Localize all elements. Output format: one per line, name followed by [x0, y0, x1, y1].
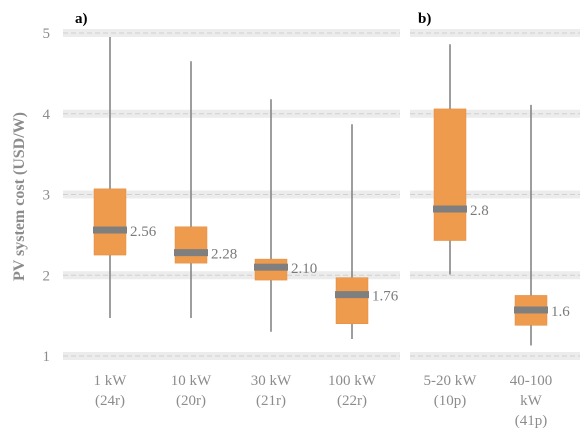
category-label: 10 kW — [171, 373, 212, 389]
category-label: (10p) — [434, 393, 467, 409]
category-label: (41p) — [515, 413, 548, 429]
panel-label-a: a) — [75, 11, 88, 27]
median-value-label: 2.10 — [291, 261, 317, 277]
median-value-label: 2.8 — [470, 203, 489, 219]
category-label: (22r) — [337, 393, 367, 409]
box-1-4 — [335, 277, 369, 324]
median-value-label: 1.76 — [372, 289, 399, 305]
y-tick-label: 2 — [43, 268, 51, 284]
box-1-1 — [93, 188, 127, 256]
median-1-2 — [174, 249, 208, 257]
y-axis-label: PV system cost (USD/W) — [11, 112, 28, 281]
median-1-1 — [93, 226, 127, 234]
y-tick-label: 1 — [43, 349, 51, 365]
median-2-1 — [433, 205, 467, 213]
category-label: kW — [520, 393, 543, 409]
panel-label-b: b) — [418, 11, 431, 27]
box-2-1 — [433, 108, 467, 241]
median-1-3 — [254, 263, 288, 271]
category-label: 40-100 — [510, 373, 553, 389]
median-2-2 — [514, 306, 548, 314]
category-label: 5-20 kW — [424, 373, 478, 389]
y-tick-label: 5 — [43, 26, 51, 42]
median-value-label: 2.56 — [130, 224, 157, 240]
y-tick-label: 4 — [43, 107, 51, 123]
box-1-2 — [174, 226, 208, 264]
median-1-4 — [335, 291, 369, 299]
median-value-label: 2.28 — [211, 247, 237, 263]
category-label: (24r) — [95, 393, 125, 409]
median-value-label: 1.6 — [551, 304, 570, 320]
category-label: (21r) — [256, 393, 286, 409]
category-label: 1 kW — [94, 373, 128, 389]
category-label: 100 kW — [328, 373, 377, 389]
category-label: 30 kW — [251, 373, 292, 389]
category-label: (20r) — [176, 393, 206, 409]
y-tick-label: 3 — [43, 188, 51, 204]
